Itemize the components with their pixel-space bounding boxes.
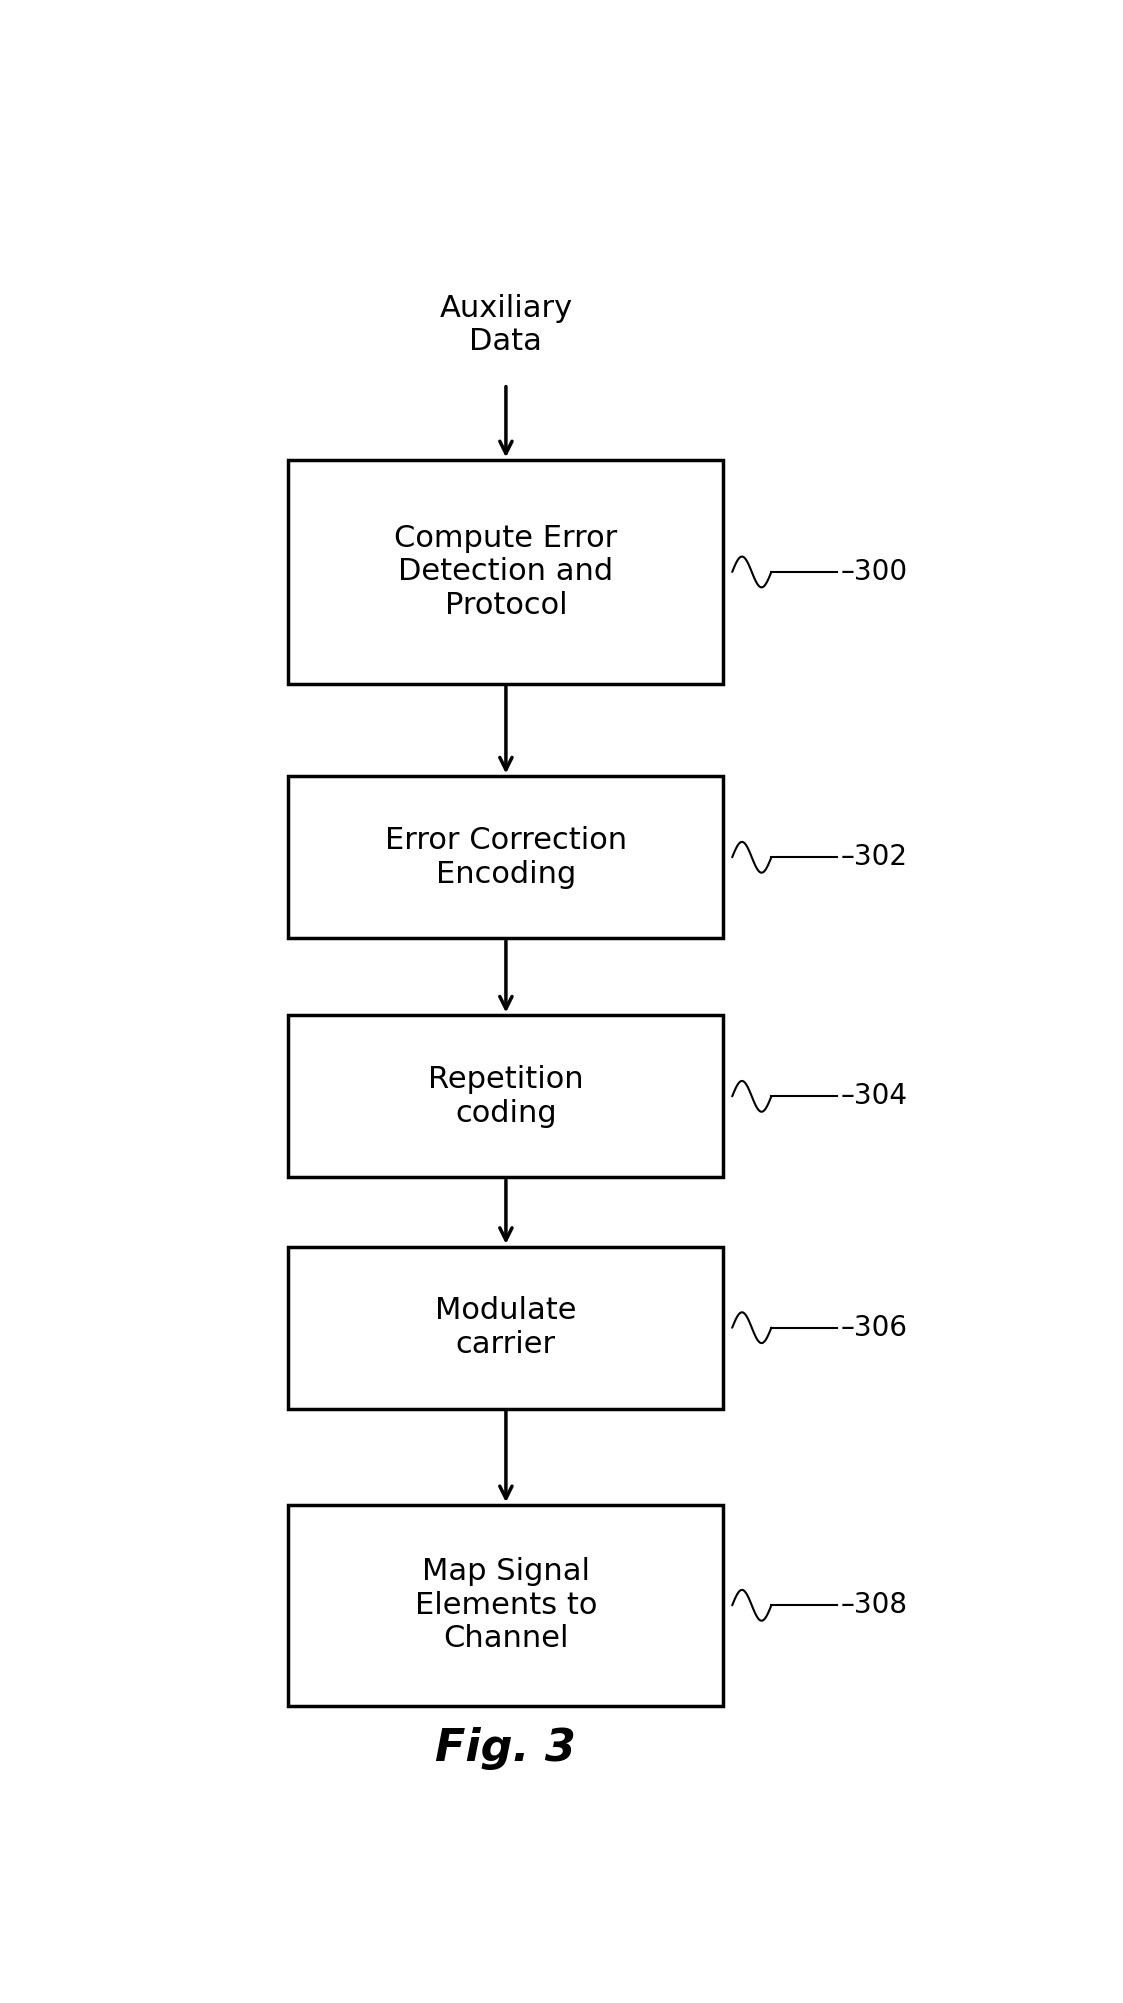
Text: –304: –304	[841, 1082, 909, 1110]
Bar	[289, 1246, 723, 1408]
Text: Auxiliary
Data: Auxiliary Data	[439, 294, 573, 357]
Text: –308: –308	[841, 1590, 909, 1618]
Bar	[289, 1504, 723, 1707]
Text: Error Correction
Encoding: Error Correction Encoding	[385, 825, 627, 889]
Text: Repetition
coding: Repetition coding	[428, 1066, 584, 1128]
Text: Map Signal
Elements to
Channel: Map Signal Elements to Channel	[414, 1556, 597, 1652]
Text: Fig. 3: Fig. 3	[436, 1727, 576, 1771]
Text: Modulate
carrier: Modulate carrier	[435, 1296, 577, 1358]
Bar	[289, 777, 723, 937]
Text: –306: –306	[841, 1314, 909, 1342]
Bar	[289, 461, 723, 683]
Bar	[289, 1016, 723, 1178]
Text: Compute Error
Detection and
Protocol: Compute Error Detection and Protocol	[394, 525, 618, 621]
Text: –300: –300	[841, 559, 909, 587]
Text: –302: –302	[841, 843, 909, 871]
